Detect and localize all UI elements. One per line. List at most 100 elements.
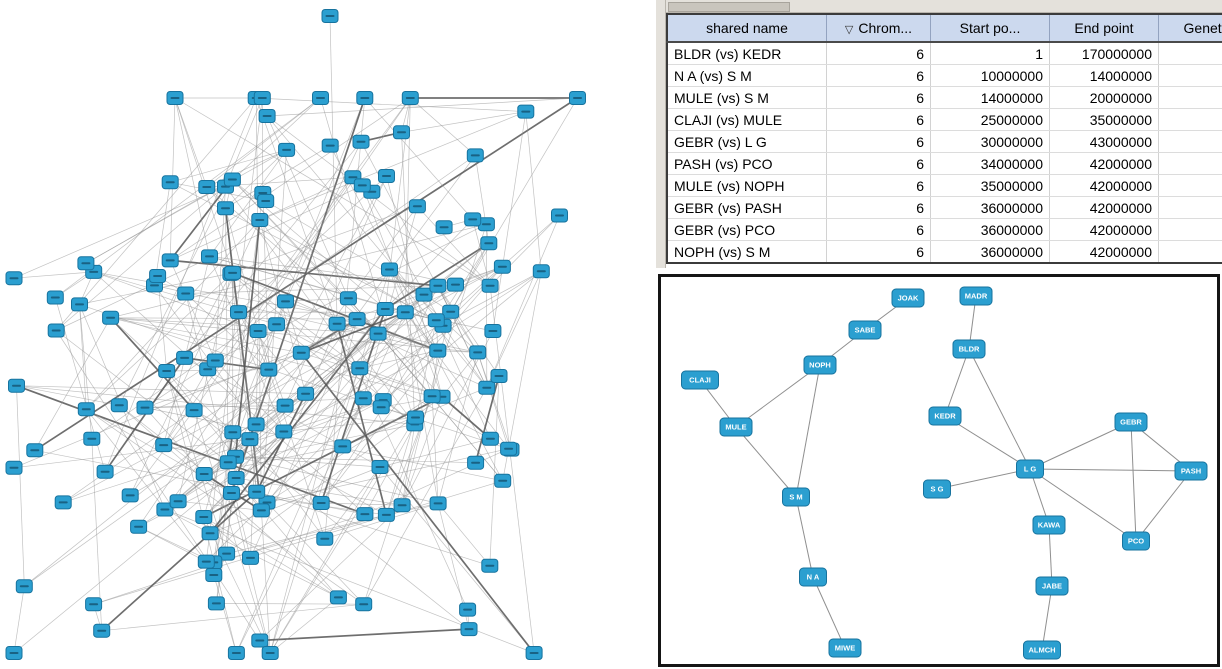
- network-node[interactable]: [155, 438, 173, 453]
- main-network-canvas[interactable]: [0, 0, 656, 669]
- network-node[interactable]: [198, 180, 216, 194]
- network-node[interactable]: PCO: [1122, 531, 1150, 551]
- table-cell[interactable]: 6: [826, 218, 931, 241]
- table-cell[interactable]: 10.5: [1158, 174, 1222, 197]
- network-node[interactable]: [427, 313, 445, 328]
- network-node[interactable]: [292, 345, 310, 360]
- network-node[interactable]: [218, 546, 236, 561]
- table-cell[interactable]: N A (vs) S M: [666, 64, 827, 87]
- table-cell[interactable]: 42000000: [1049, 240, 1159, 264]
- network-node[interactable]: [356, 507, 374, 522]
- network-node[interactable]: [77, 402, 95, 417]
- table-cell[interactable]: GEBR (vs) L G: [666, 130, 827, 153]
- network-node[interactable]: [277, 294, 294, 309]
- table-cell[interactable]: 11.4: [1158, 152, 1222, 175]
- network-node[interactable]: KEDR: [928, 406, 962, 426]
- network-edge[interactable]: [1029, 421, 1132, 470]
- network-node[interactable]: [442, 304, 460, 319]
- network-edge[interactable]: [936, 468, 1031, 490]
- network-node[interactable]: [316, 531, 334, 546]
- table-row[interactable]: GEBR (vs) L G6300000004300000016.9: [666, 130, 1222, 153]
- network-node[interactable]: [197, 554, 215, 569]
- network-node[interactable]: [149, 269, 167, 283]
- network-node[interactable]: S G: [923, 479, 951, 499]
- network-node[interactable]: [334, 439, 352, 454]
- network-node[interactable]: MADR: [959, 286, 993, 306]
- network-node[interactable]: [5, 646, 23, 660]
- network-node[interactable]: [102, 310, 120, 325]
- network-node[interactable]: [423, 389, 441, 404]
- table-cell[interactable]: 34000000: [930, 152, 1050, 175]
- network-node[interactable]: [321, 9, 339, 23]
- network-node[interactable]: [241, 432, 259, 447]
- table-cell[interactable]: 35000000: [1049, 108, 1159, 131]
- network-node[interactable]: [356, 91, 374, 105]
- network-node[interactable]: [26, 443, 44, 458]
- network-node[interactable]: [223, 486, 240, 500]
- network-node[interactable]: L G: [1016, 459, 1044, 479]
- table-cell[interactable]: 6: [826, 196, 931, 219]
- network-node[interactable]: [248, 484, 266, 499]
- network-edge[interactable]: [812, 576, 846, 649]
- network-node[interactable]: [369, 326, 387, 341]
- network-node[interactable]: [71, 297, 88, 312]
- network-node[interactable]: [217, 201, 234, 216]
- network-node[interactable]: [494, 473, 512, 488]
- table-cell[interactable]: 7.5: [1158, 86, 1222, 109]
- network-node[interactable]: CLAJI: [681, 370, 719, 390]
- network-node[interactable]: [5, 271, 23, 286]
- network-node[interactable]: [481, 431, 499, 446]
- network-node[interactable]: [176, 350, 194, 365]
- network-edge[interactable]: [735, 364, 821, 428]
- table-cell[interactable]: 170000000: [1049, 42, 1159, 65]
- network-node[interactable]: [372, 400, 390, 415]
- table-cell[interactable]: 36000000: [930, 218, 1050, 241]
- network-node[interactable]: NOPH: [803, 355, 837, 375]
- table-cell[interactable]: 6.6: [1158, 64, 1222, 87]
- network-node[interactable]: [480, 236, 498, 251]
- table-cell[interactable]: GEBR (vs) PASH: [666, 196, 827, 219]
- network-node[interactable]: [242, 550, 259, 565]
- table-cell[interactable]: 1: [930, 42, 1050, 65]
- network-node[interactable]: [121, 488, 139, 503]
- network-node[interactable]: N A: [799, 567, 827, 587]
- table-cell[interactable]: NOPH (vs) S M: [666, 240, 827, 264]
- table-row[interactable]: GEBR (vs) PASH636000000420000008.9: [666, 196, 1222, 219]
- network-node[interactable]: [351, 361, 369, 376]
- network-node[interactable]: [158, 364, 176, 378]
- network-node[interactable]: MULE: [719, 417, 753, 437]
- table-cell[interactable]: 14000000: [1049, 64, 1159, 87]
- column-header[interactable]: Start po...: [930, 13, 1050, 43]
- network-edge[interactable]: [735, 426, 797, 498]
- network-node[interactable]: SABE: [848, 320, 882, 340]
- table-cell[interactable]: 36000000: [930, 196, 1050, 219]
- network-node[interactable]: [339, 291, 357, 306]
- table-row[interactable]: GEBR (vs) PCO636000000420000008.4: [666, 218, 1222, 241]
- network-node[interactable]: [201, 249, 218, 264]
- network-node[interactable]: [5, 460, 23, 475]
- network-node[interactable]: [205, 568, 223, 582]
- network-node[interactable]: [525, 646, 543, 660]
- table-cell[interactable]: 43000000: [1049, 130, 1159, 153]
- scrollbar-thumb[interactable]: [668, 2, 790, 12]
- network-node[interactable]: [8, 378, 25, 393]
- network-node[interactable]: [110, 398, 128, 413]
- network-edge[interactable]: [944, 348, 970, 417]
- network-node[interactable]: [377, 507, 395, 522]
- network-node[interactable]: [177, 286, 195, 301]
- network-node[interactable]: [481, 278, 499, 293]
- network-node[interactable]: JOAK: [891, 288, 925, 308]
- network-node[interactable]: [551, 208, 568, 223]
- table-cell[interactable]: 6: [826, 86, 931, 109]
- network-node[interactable]: [493, 259, 511, 274]
- network-node[interactable]: [54, 495, 72, 510]
- table-cell[interactable]: 6: [826, 64, 931, 87]
- network-node[interactable]: [136, 400, 154, 415]
- network-edge[interactable]: [795, 364, 821, 498]
- table-cell[interactable]: 16.9: [1158, 130, 1222, 153]
- table-row[interactable]: MULE (vs) NOPH6350000004200000010.5: [666, 174, 1222, 197]
- edge-attribute-table[interactable]: shared name ▽ Chrom... Start po... End point…: [666, 13, 1222, 264]
- table-cell[interactable]: 6: [826, 42, 931, 65]
- network-node[interactable]: [467, 455, 485, 470]
- network-node[interactable]: [15, 579, 33, 594]
